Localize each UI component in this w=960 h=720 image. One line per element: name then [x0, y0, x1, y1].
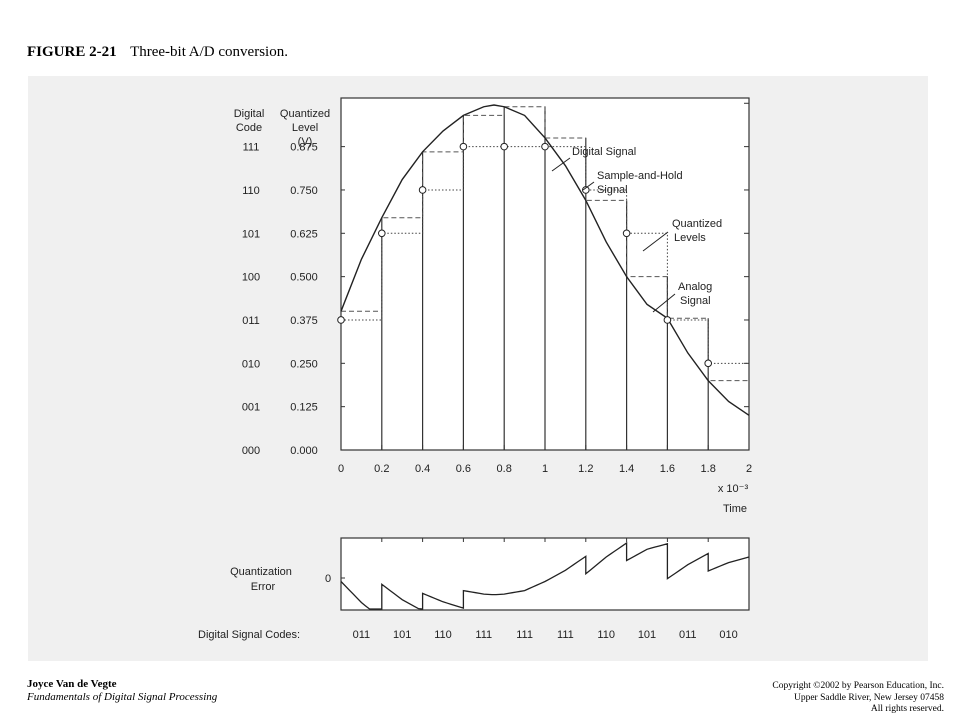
- quantized-level-label: 0.000: [290, 445, 318, 457]
- quantized-levels-arrow: [642, 231, 669, 252]
- digital-code-label: 011: [242, 315, 260, 327]
- sample-hold-signal: [341, 106, 749, 382]
- digital-sample-point: [541, 142, 549, 151]
- author: Joyce Van de Vegte: [27, 678, 117, 690]
- x-tick-label: 0.6: [456, 463, 471, 475]
- main-plot: 111 0.875 110 0.750 101 0.625 100 0.500 011 0.375…: [242, 97, 752, 475]
- quantized-levels-annotation-line2: Levels: [674, 232, 706, 244]
- digital-code-label: 101: [242, 228, 260, 240]
- x-tick-label: 1.2: [578, 463, 593, 475]
- x-tick-label: 2: [746, 463, 752, 475]
- error-plot-frame: [340, 537, 750, 611]
- figure-number: FIGURE 2-21: [27, 44, 117, 60]
- copyright-line3: All rights reserved.: [870, 704, 944, 714]
- digital-sample-point: [663, 316, 672, 324]
- footer-left: Joyce Van de Vegte Fundamentals of Digit…: [27, 678, 217, 704]
- digital-signal-code: 110: [434, 629, 452, 641]
- analog-arrow: [652, 293, 676, 313]
- x-tick-label: 1.8: [701, 463, 716, 475]
- digital-signal-code: 101: [393, 629, 411, 641]
- quantized-levels-signal: [341, 146, 749, 364]
- digital-sample-point: [622, 229, 631, 238]
- footer-right: Copyright ©2002 by Pearson Education, In…: [772, 681, 944, 716]
- error-plot: 011 101 110 111 111 111 110 101 011 010: [340, 537, 750, 641]
- digital-code-label: 100: [242, 272, 260, 284]
- x-tick-label: 0.2: [374, 463, 389, 475]
- figure-caption: FIGURE 2-21 Three-bit A/D conversion.: [27, 44, 288, 61]
- digital-sample-point: [418, 186, 427, 194]
- digital-signal-code: 111: [516, 629, 533, 641]
- labels-layer: Digital Code Quantized Level (V) x 10⁻³ …: [198, 108, 748, 641]
- figure-title: Three-bit A/D conversion.: [130, 44, 288, 60]
- quantized-level-label: 0.250: [290, 358, 318, 370]
- quantized-level-label: 0.375: [290, 315, 318, 327]
- quantized-level-label: 0.750: [290, 185, 318, 197]
- quantized-header-line2: Level: [292, 122, 318, 134]
- quantized-header-line3: (V): [298, 136, 313, 148]
- quantized-level-label: 0.500: [290, 272, 318, 284]
- quantized-levels-annotation-line1: Quantized: [672, 218, 722, 230]
- digital-sample-point: [500, 142, 509, 151]
- book-title: Fundamentals of Digital Signal Processin…: [27, 691, 218, 703]
- sample-hold-arrow: [582, 181, 595, 191]
- digital-signal-code: 111: [475, 629, 492, 641]
- quantized-level-label: 0.125: [290, 402, 318, 414]
- quantized-header-line1: Quantized: [280, 108, 330, 120]
- x-tick-label: 1.6: [660, 463, 675, 475]
- digital-code-label: 111: [243, 142, 260, 154]
- x-exponent: x 10⁻³: [718, 483, 749, 495]
- analog-signal: [340, 104, 750, 416]
- analog-annotation-line1: Analog: [678, 281, 712, 293]
- digital-signal-code: 010: [719, 629, 737, 641]
- x-tick-label: 1: [542, 463, 548, 475]
- x-tick-label: 0: [338, 463, 344, 475]
- sample-hold-annotation-line1: Sample-and-Hold: [597, 170, 683, 182]
- digital-signal-annotation: Digital Signal: [572, 146, 636, 158]
- digital-signal-code: 101: [638, 629, 656, 641]
- analog-annotation-line2: Signal: [680, 295, 711, 307]
- quantized-level-label: 0.625: [290, 228, 318, 240]
- digital-signal-code: 011: [353, 629, 371, 641]
- quantized-level-label: 0.875: [290, 142, 318, 154]
- x-tick-label: 0.4: [415, 463, 430, 475]
- digital-sample-point: [378, 229, 386, 238]
- digital-signal-code: 011: [679, 629, 697, 641]
- sample-hold-annotation-line2: Signal: [597, 184, 628, 196]
- digital-sample-point: [337, 316, 345, 324]
- digital-header-line1: Digital: [234, 108, 265, 120]
- quant-error-line2: Error: [251, 581, 276, 593]
- digital-code-label: 010: [242, 358, 260, 370]
- quantization-error-curve: [340, 541, 750, 610]
- copyright-line2: Upper Saddle River, New Jersey 07458: [793, 692, 944, 703]
- digital-sample-point: [704, 359, 713, 368]
- x-axis-title: Time: [723, 503, 747, 515]
- digital-header-line2: Code: [236, 122, 262, 134]
- quant-error-line1: Quantization: [230, 566, 292, 578]
- digital-sample-point: [459, 142, 468, 151]
- x-tick-label: 1.4: [619, 463, 634, 475]
- digital-sample-point: [582, 186, 590, 194]
- digital-signal-arrow: [551, 157, 571, 172]
- digital-code-label: 110: [242, 185, 260, 197]
- digital-code-label: 001: [242, 402, 260, 414]
- digital-code-label: 000: [242, 445, 260, 457]
- copyright-line1: Copyright ©2002 by Pearson Education, In…: [772, 681, 944, 691]
- digital-signal-code: 111: [557, 629, 574, 641]
- error-zero-label: 0: [325, 573, 331, 585]
- x-tick-label: 0.8: [497, 463, 512, 475]
- digital-signal-code: 110: [597, 629, 615, 641]
- digital-signal-codes-label: Digital Signal Codes:: [198, 629, 300, 641]
